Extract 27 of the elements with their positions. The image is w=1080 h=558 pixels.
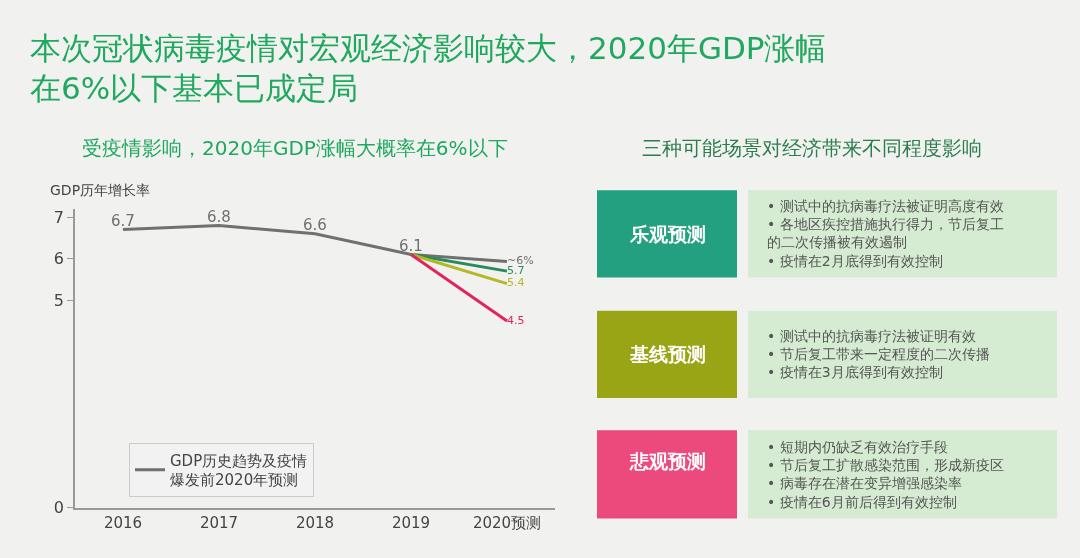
y-tick-label: 0 (53, 498, 65, 518)
legend-label: GDP历史趋势及疫情爆发前2020年预测 (170, 451, 308, 490)
y-tick-label: 7 (53, 207, 65, 227)
category-label: 悲观预测 (629, 450, 706, 472)
x-tick-label: 2016 (103, 513, 143, 532)
data-label: 5.4 (507, 276, 525, 290)
y-tick-label: 6 (53, 249, 65, 269)
data-label: 4.5 (507, 313, 525, 327)
text: • 短期内仍缺乏有效治疗手段 • 节后复工扩散感染范围，形成新疫区 • 病毒存在潜在变异增强感染率 • 疫情在6月前后得到有效控制 (767, 439, 1004, 510)
text: 三种可能场景对经济带来不同程度影响 (642, 136, 982, 160)
data-label: 6.1 (399, 236, 423, 255)
text: • 测试中的抗病毒疗法被证明高度有效 • 各地区疾控措施执行得力，节后复工的二次传播被有效遏制 • 疫情在2月底得到有效控制 (767, 198, 1004, 269)
x-tick-label: 2019 (391, 513, 431, 532)
x-tick-label: 2018 (295, 513, 335, 532)
category-label: 乐观预测 (629, 223, 706, 245)
x-tick-label: 2020预测 (472, 513, 542, 532)
category-label: 基线预测 (629, 343, 706, 365)
chart-subtitle: 受疫情影响，2020年GDP涨幅大概率在6%以下 (82, 136, 508, 160)
data-label: 6.7 (111, 211, 135, 230)
data-label: 6.8 (207, 207, 231, 226)
y-tick-label: 5 (53, 290, 65, 310)
y-axis-title: GDP历年增长率 (50, 182, 151, 198)
data-label: 6.6 (303, 215, 327, 234)
chart-title: 本次冠状病毒疫情对宏观经济影响较大，2020年GDP涨幅在6%以下基本已成定局 (30, 30, 827, 107)
text: • 测试中的抗病毒疗法被证明有效 • 节后复工带来一定程度的二次传播 • 疫情在3月底得到有效控制 (767, 328, 990, 381)
x-tick-label: 2017 (199, 513, 239, 532)
data-label: 5.7 (507, 263, 525, 277)
